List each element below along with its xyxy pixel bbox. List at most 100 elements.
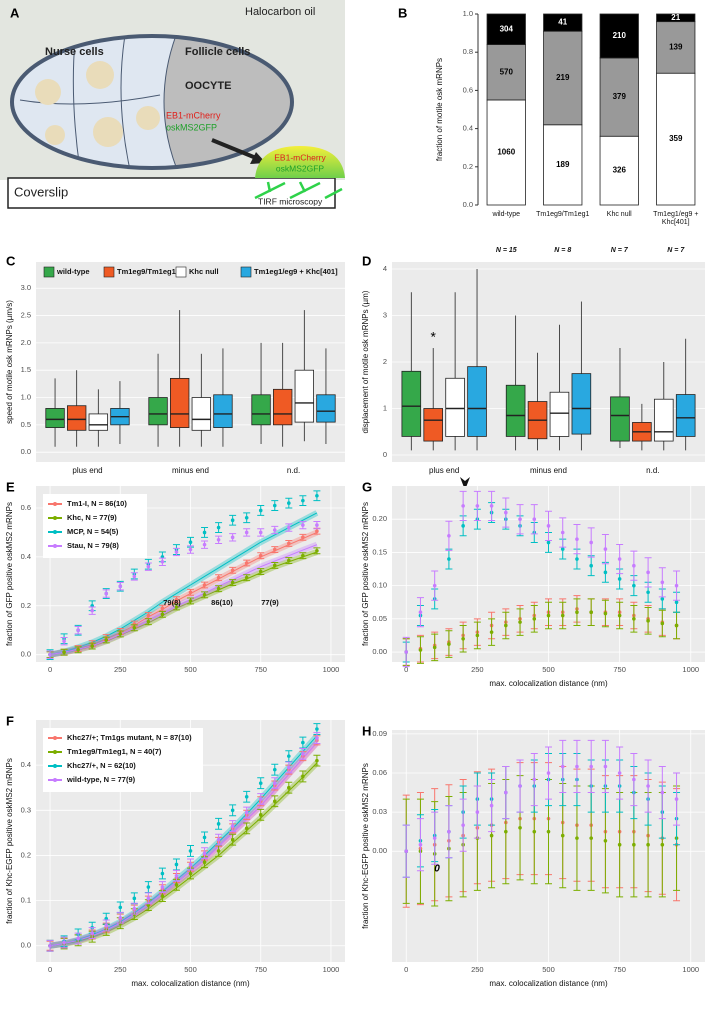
legend-swatch <box>240 266 252 278</box>
x-axis-label: max. colocalization distance (nm) <box>131 979 250 988</box>
legend-swatch <box>53 736 57 740</box>
data-point <box>489 504 494 508</box>
annotation: 77(9) <box>261 598 279 607</box>
panel-letter: D <box>362 253 371 268</box>
data-point <box>272 767 277 772</box>
bar-segment <box>656 13 696 23</box>
bar-segment <box>599 13 639 59</box>
data-point <box>489 630 494 634</box>
box <box>571 373 592 435</box>
x-axis-label: max. colocalization distance (nm) <box>489 679 608 688</box>
data-point <box>404 650 409 654</box>
y-tick-label: 0.0 <box>463 200 473 209</box>
y-tick-label: 0.4 <box>21 760 31 769</box>
data-point <box>315 727 319 731</box>
data-point <box>146 564 151 569</box>
data-point <box>546 524 551 528</box>
data-label: 1060 <box>497 148 515 157</box>
data-point <box>258 508 263 513</box>
control-line <box>49 544 318 656</box>
data-point <box>174 550 179 554</box>
box <box>213 394 233 428</box>
data-point <box>589 836 593 840</box>
data-point <box>418 842 423 847</box>
panel-letter: G <box>362 479 372 494</box>
data-point <box>258 781 263 786</box>
data-point <box>617 577 622 581</box>
y-axis-label: fraction of GFP positive oskMS2 mRNPs <box>361 502 370 646</box>
x-tick-label: plus end <box>429 466 459 475</box>
data-point <box>174 862 179 867</box>
data-point <box>188 849 193 853</box>
nurse-label: Nurse cells <box>45 46 104 58</box>
data-point <box>244 826 249 831</box>
y-tick-label: 0.2 <box>463 162 473 171</box>
data-point <box>504 790 508 795</box>
x-tick-label: 250 <box>114 965 127 974</box>
data-point <box>132 625 137 630</box>
data-point <box>617 557 622 561</box>
data-point <box>646 784 650 788</box>
x-tick-label: 500 <box>184 665 197 674</box>
data-point <box>532 617 537 621</box>
data-point <box>301 523 305 527</box>
data-label: 304 <box>500 24 514 33</box>
category-note: N = 8 <box>554 247 572 254</box>
data-point <box>560 547 565 551</box>
y-tick-label: 0.03 <box>372 807 387 816</box>
data-point <box>301 498 305 503</box>
data-point <box>216 837 221 842</box>
y-tick-label: 0.8 <box>463 47 473 56</box>
y-tick-label: 1.5 <box>21 365 31 374</box>
x-tick-label: 1000 <box>323 965 340 974</box>
annotation: 79(8) <box>163 598 181 607</box>
osk-label: oskMS2GFP <box>166 122 217 132</box>
box <box>610 396 630 442</box>
box <box>294 369 314 423</box>
data-point <box>287 501 291 505</box>
y-tick-label: 1 <box>383 403 387 412</box>
data-point <box>90 608 94 613</box>
x-tick-label: n.d. <box>287 466 300 475</box>
data-point <box>461 636 465 641</box>
data-label: 210 <box>613 31 627 40</box>
data-point <box>518 825 522 830</box>
data-label: 41 <box>558 18 567 27</box>
category-note: N = 15 <box>495 247 517 254</box>
data-point <box>674 797 679 801</box>
legend-label: Tm1-I, N = 86(10) <box>67 499 127 508</box>
data-point <box>432 836 437 840</box>
data-point <box>90 931 94 935</box>
data-point <box>646 590 650 595</box>
x-tick-label: 0 <box>48 965 52 974</box>
data-point <box>660 842 665 847</box>
x-tick-label: 500 <box>542 665 555 674</box>
tirf-label: TIRF microscopy <box>258 196 323 206</box>
data-point <box>461 823 465 827</box>
data-label: 570 <box>500 67 514 76</box>
panel-letter: E <box>6 479 15 494</box>
data-point <box>632 777 636 782</box>
x-tick-label: 500 <box>184 965 197 974</box>
data-point <box>216 822 221 826</box>
data-point <box>575 764 579 769</box>
plot-background <box>36 262 345 462</box>
box <box>467 366 487 437</box>
data-point <box>62 940 66 945</box>
data-point <box>660 790 665 795</box>
data-point <box>202 851 207 855</box>
data-point <box>315 493 319 498</box>
legend-swatch <box>53 502 57 506</box>
y-tick-label: 0.20 <box>372 514 387 523</box>
data-label: 326 <box>613 166 627 175</box>
y-tick-label: 2.0 <box>21 338 31 347</box>
y-tick-label: 0.0 <box>21 650 31 659</box>
data-point <box>287 541 291 546</box>
data-point <box>202 835 207 840</box>
data-point <box>418 610 423 614</box>
data-point <box>188 590 193 595</box>
bar-segment <box>656 72 696 206</box>
data-point <box>315 523 319 527</box>
legend-swatch <box>53 530 57 534</box>
y-tick-label: 0.00 <box>372 647 387 656</box>
